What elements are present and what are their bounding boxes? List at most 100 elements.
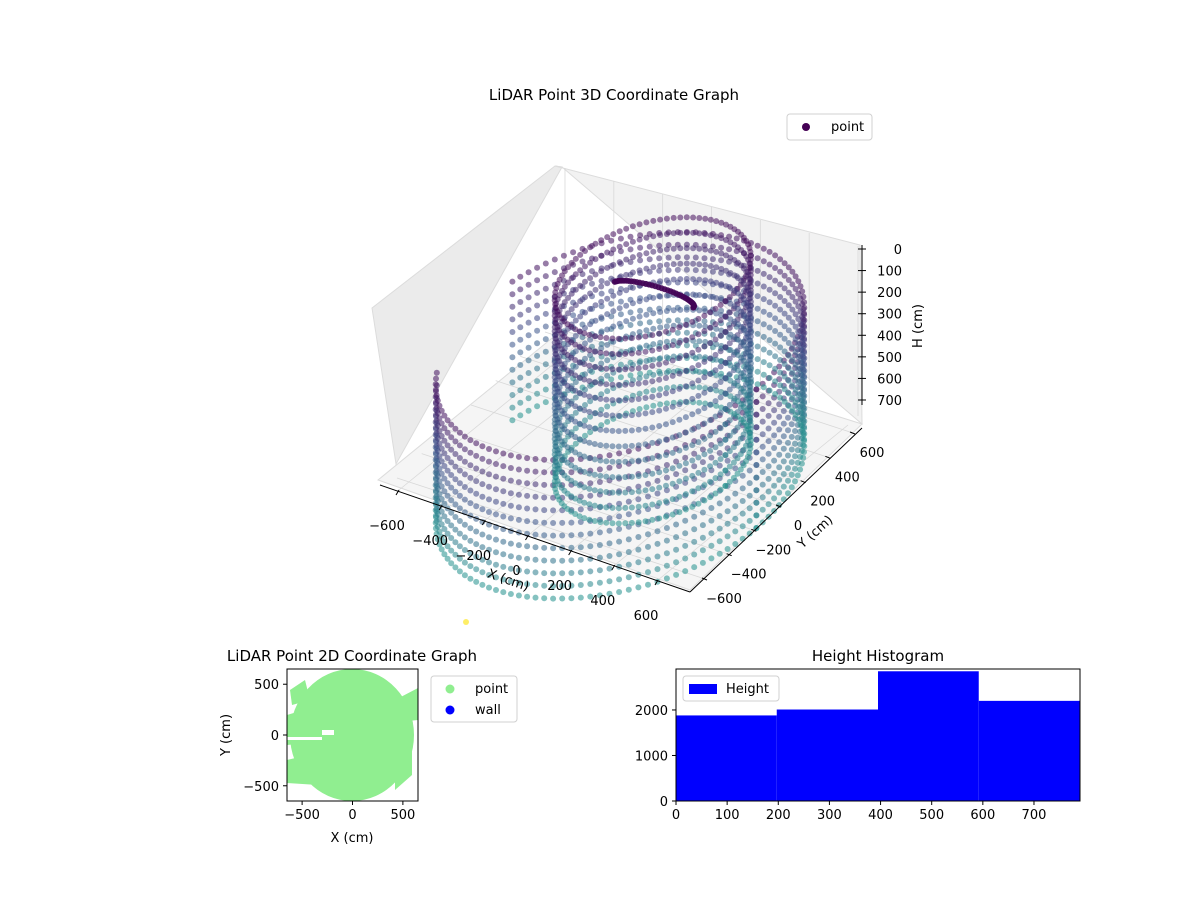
histogram-y-tick-label: 1000 — [635, 749, 668, 764]
scatter-point-3d — [444, 543, 451, 550]
scatter-point-3d — [777, 294, 784, 300]
scatter-point-3d — [568, 306, 575, 313]
scatter-point-3d — [669, 326, 676, 333]
scatter-point-3d — [654, 540, 661, 547]
scatter-point-3d — [676, 416, 683, 423]
scatter-point-3d — [654, 490, 661, 497]
scatter-point-3d — [637, 257, 644, 264]
scatter-point-3d — [604, 326, 611, 333]
scatter-point-3d — [689, 380, 696, 387]
scatter-point-3d — [753, 512, 760, 519]
scatter-point-3d — [690, 229, 697, 236]
scatter-point-3d — [617, 298, 624, 305]
scatter-point-3d — [515, 567, 522, 574]
scatter-point-3d — [696, 399, 703, 406]
scatter-point-3d — [699, 559, 706, 566]
scatter-point-3d — [603, 489, 610, 495]
scatter-point-3d — [772, 252, 779, 259]
scatter-point-3d — [717, 302, 724, 308]
scatter-point-3d — [572, 348, 579, 355]
scatter-point-3d — [592, 286, 599, 293]
scatter-point-3d — [542, 310, 549, 317]
scatter-point-3d — [525, 357, 532, 364]
scatter-point-3d — [789, 281, 796, 288]
scatter-point-3d — [766, 387, 773, 394]
scatter-point-3d — [576, 343, 583, 350]
scatter-point-3d — [663, 562, 670, 569]
scatter-point-3d — [456, 518, 463, 524]
scatter-point-3d — [507, 565, 514, 572]
scatter-point-3d — [649, 455, 656, 462]
scatter-point-3d — [592, 240, 599, 247]
scatter-point-3d — [541, 595, 548, 602]
scatter-point-3d — [673, 534, 680, 541]
scatter-point-3d — [792, 399, 799, 406]
y-tick-mark-3d — [849, 431, 856, 435]
y-axis-line — [689, 427, 863, 593]
scatter-point-3d — [524, 568, 531, 575]
scatter-point-3d — [754, 242, 761, 249]
scatter-point-3d — [699, 534, 706, 541]
scatter-point-3d — [753, 474, 760, 481]
scatter-point-3d — [635, 519, 642, 526]
scatter-point-3d — [515, 466, 522, 473]
scatter-point-3d — [635, 483, 642, 490]
scatter-point-3d — [676, 509, 683, 516]
scatter-point-3d — [617, 374, 624, 381]
scatter-point-3d — [598, 314, 605, 321]
scatter-point-3d — [628, 473, 635, 480]
x-axis-line — [379, 484, 691, 593]
scatter-point-3d — [452, 501, 459, 508]
scatter-point-3d — [689, 472, 696, 479]
scatter-point-3d — [682, 383, 689, 390]
scatter-point-3d — [452, 438, 459, 445]
scatter-point-3d — [441, 425, 448, 432]
scatter-point-3d — [444, 518, 451, 524]
scatter-point-3d — [754, 381, 761, 388]
scatter-point-3d — [776, 426, 783, 433]
scatter-point-3d — [781, 335, 788, 342]
scatter-point-3d — [636, 221, 643, 228]
scatter-point-3d — [493, 473, 499, 480]
scatter-point-3d — [789, 369, 796, 376]
scatter-point-3d — [581, 422, 588, 429]
scatter-point-3d — [663, 575, 670, 582]
scatter-point-3d — [717, 394, 724, 401]
scatter-point-3d — [716, 538, 723, 545]
scatter-point-3d — [473, 440, 480, 447]
scatter-point-3d — [712, 321, 719, 328]
scatter-point-3d — [436, 453, 443, 460]
scatter-point-3d — [616, 513, 623, 520]
scatter-point-3d — [795, 379, 802, 385]
scatter-point-3d — [689, 426, 696, 433]
scatter-point-3d — [701, 343, 708, 350]
scatter-point-3d — [582, 325, 588, 331]
scatter-point-3d — [515, 453, 522, 460]
scatter-point-3d — [572, 363, 579, 370]
scatter-point-3d — [467, 537, 474, 544]
scatter-point-3d — [730, 428, 737, 435]
scatter-point-3d — [444, 530, 451, 537]
scatter-point-3d — [623, 241, 630, 248]
scatter-point-3d — [586, 455, 593, 462]
scatter-point-3d — [598, 422, 605, 429]
scatter-point-3d — [656, 267, 663, 274]
scatter-point-3d — [609, 335, 616, 342]
scatter-point-3d — [532, 506, 539, 513]
scatter-point-3d — [456, 555, 463, 562]
scatter-point-3d — [792, 478, 798, 485]
z-tick-label-3d: 400 — [877, 329, 902, 344]
scatter-point-3d — [587, 275, 594, 282]
scatter-point-3d — [656, 438, 663, 445]
scatter-point-3d — [713, 356, 720, 363]
scatter-point-3d — [572, 255, 579, 262]
scatter-point-3d — [726, 478, 733, 485]
scatter-point-3d — [777, 331, 784, 338]
scatter-point-3d — [732, 490, 739, 497]
scatter-point-3d — [568, 290, 575, 297]
scatter-point-3d — [467, 550, 474, 557]
scatter-point-3d — [622, 443, 629, 450]
scatter-point-3d — [669, 403, 676, 410]
scatter-point-3d — [712, 459, 719, 466]
scatter-point-3d — [438, 546, 445, 553]
